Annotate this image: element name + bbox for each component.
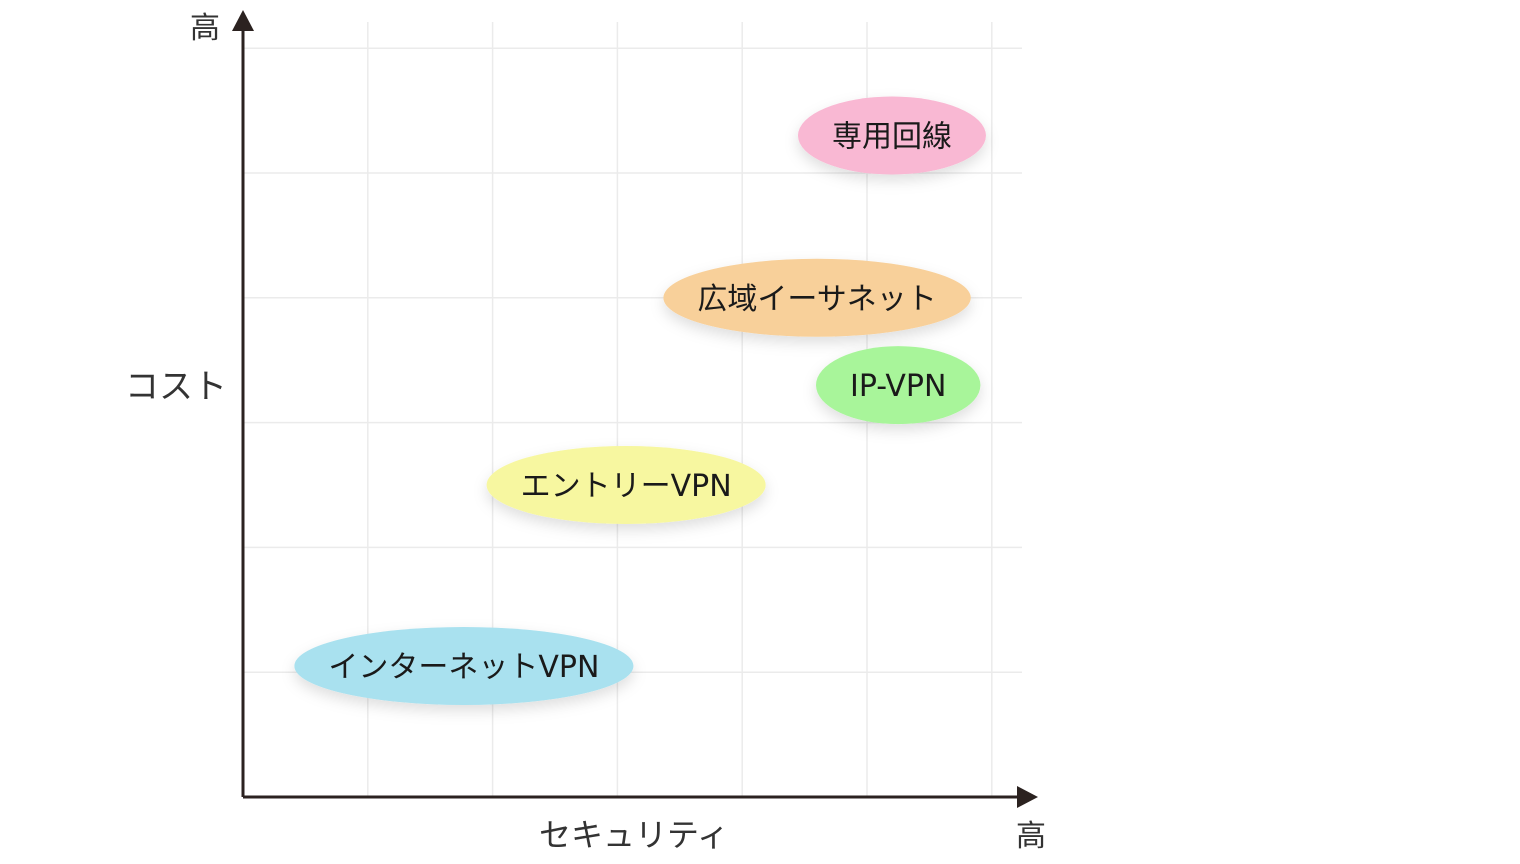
- bubble-marker: [815, 346, 981, 425]
- y-axis-arrowhead: [232, 10, 254, 31]
- bubble-marker: [797, 96, 986, 175]
- data-point-1: 専用回線: [797, 96, 986, 175]
- bubble-marker: [663, 258, 971, 337]
- x-axis-title: セキュリティ: [539, 816, 729, 854]
- data-point-3: IP-VPN: [815, 346, 981, 425]
- data-point-4: エントリーVPN: [486, 446, 766, 524]
- data-point-2: 広域イーサネット: [663, 258, 971, 337]
- bubble-label: 専用回線: [832, 120, 952, 155]
- bubble-label: エントリーVPN: [521, 469, 732, 504]
- bubble-label: 広域イーサネット: [697, 282, 936, 317]
- bubble-label: インターネットVPN: [328, 650, 599, 685]
- bubble-marker: [486, 446, 766, 524]
- x-axis-arrowhead: [1017, 786, 1038, 808]
- axes: [232, 10, 1038, 808]
- bubble-marker: [294, 626, 634, 705]
- x-axis-high-label: 高: [1016, 819, 1046, 854]
- bubble-label: IP-VPN: [850, 369, 946, 404]
- y-axis-title: コスト: [125, 367, 227, 407]
- y-axis-high-label: 高: [190, 11, 220, 46]
- data-point-5: インターネットVPN: [294, 626, 634, 705]
